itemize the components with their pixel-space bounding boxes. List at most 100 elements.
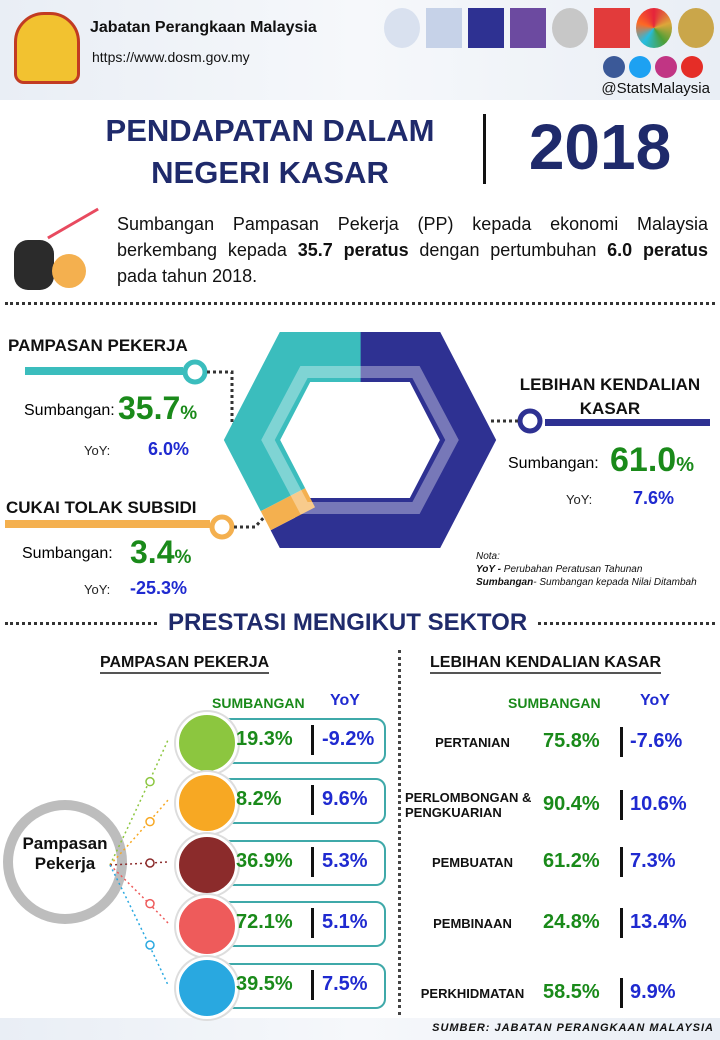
share-number: 3.4 (130, 534, 175, 570)
value-divider (620, 727, 623, 757)
yoy-value: -25.3% (130, 578, 188, 598)
column-divider (398, 650, 401, 1015)
main-title: PENDAPATAN DALAM NEGERI KASAR (105, 113, 435, 190)
sector-yoy: 9.9% (630, 981, 676, 1003)
value-divider (620, 908, 623, 938)
coin (52, 254, 86, 288)
gdp-label: KDNK PADA HARGA SEMASA (312, 404, 408, 433)
column-header: SUMBANGAN (508, 695, 601, 711)
title-divider (483, 114, 486, 184)
logo-icon (510, 8, 546, 48)
logo-icon (678, 8, 714, 48)
sector-share: 75.8% (543, 730, 600, 752)
gdp-value: RM1,446.9b (307, 452, 413, 473)
ring-segment (223, 332, 497, 548)
component-bar (25, 367, 183, 375)
share-unit: % (174, 547, 192, 568)
yoy-value: 6.0% (148, 439, 190, 459)
component-name: CUKAI TOLAK SUBSIDI (6, 498, 197, 517)
yoy-caption: YoY: (84, 443, 111, 458)
sector-yoy: 10.6% (630, 793, 687, 815)
intro-icon (14, 207, 106, 292)
value-divider (311, 970, 314, 1000)
sector-icon (176, 712, 238, 774)
gdp-ring (223, 332, 497, 548)
social-handle: @StatsMalaysia (601, 80, 710, 97)
sector-icon (176, 772, 238, 834)
column-title: PAMPASAN PEKERJA (100, 654, 270, 674)
sector-share: 61.2% (543, 850, 600, 872)
sector-share: 58.5% (543, 981, 600, 1003)
ring-center (282, 385, 438, 495)
logo-icon (384, 8, 420, 48)
value-divider (620, 847, 623, 877)
share-caption: Sumbangan: (508, 455, 599, 472)
sector-name: PEMBINAAN (433, 915, 512, 931)
note-term: YoY - (476, 564, 502, 575)
sector-icon (176, 834, 238, 896)
sector-icon (176, 895, 238, 957)
connector (234, 511, 270, 529)
sector-yoy: 5.1% (322, 911, 368, 933)
value-divider (311, 725, 314, 755)
value-divider (311, 785, 314, 815)
sector-yoy: 9.6% (322, 788, 368, 810)
sector-name: PEMBUATAN (431, 854, 514, 870)
connector-dot (182, 359, 208, 385)
intro-highlight: 6.0 peratus (607, 240, 708, 260)
sector-share: 72.1% (236, 911, 293, 933)
column-header: YoY (640, 692, 670, 709)
share-number: 61.0 (610, 441, 677, 479)
separator (5, 302, 715, 305)
share-unit: % (676, 454, 694, 476)
intro-highlight: 35.7 peratus (297, 240, 409, 260)
logo (14, 12, 80, 84)
note-desc: - Sumbangan kepada Nilai Ditambah (533, 577, 697, 588)
component-name: PAMPASAN PEKERJA (8, 336, 188, 355)
intro-part: Sumbangan Pampasan Pekerja (PP) kepada e… (117, 214, 708, 260)
instagram-icon (655, 56, 677, 78)
sector-yoy: 7.5% (322, 973, 368, 995)
share-number: 35.7 (118, 390, 181, 426)
sector-name: PERKHIDMATAN (420, 985, 525, 1001)
note-desc: Perubahan Peratusan Tahunan (503, 564, 643, 575)
section-title: PRESTASI MENGIKUT SEKTOR (160, 609, 536, 637)
ring-segment (223, 332, 497, 548)
hub-link-dot (145, 940, 155, 950)
hub-link-dot (145, 898, 155, 909)
sector-share: 19.3% (236, 728, 293, 750)
connector (207, 370, 248, 427)
money-bag (14, 240, 54, 290)
note-term: Sumbangan (476, 577, 534, 588)
hub-link-dot (145, 776, 155, 787)
value-divider (311, 908, 314, 938)
sector-yoy: -7.6% (630, 730, 683, 752)
hub (13, 810, 117, 914)
sector-share: 24.8% (543, 911, 600, 933)
facebook-icon (603, 56, 625, 78)
value-divider (620, 790, 623, 820)
share-value: 3.4% (130, 534, 191, 571)
share-value: 35.7% (118, 390, 197, 427)
hub-link-dot (145, 816, 155, 827)
social-icons (603, 56, 703, 78)
sector-name: PERLOMBONGAN & PENGKUARIAN (405, 790, 532, 820)
share-unit: % (180, 403, 198, 424)
twitter-icon (629, 56, 651, 78)
note-line: Sumbangan- Sumbangan kepada Nilai Ditamb… (476, 576, 697, 589)
note-line: YoY - Perubahan Peratusan Tahunan (476, 563, 697, 576)
column-header: SUMBANGAN (212, 695, 305, 711)
note: Nota: YoY - Perubahan Peratusan Tahunan … (476, 550, 697, 589)
logo-icon (594, 8, 630, 48)
ring-segment (223, 332, 497, 548)
org-name: Jabatan Perangkaan Malaysia (90, 19, 317, 36)
value-divider (620, 978, 623, 1008)
trend-arrow (47, 207, 99, 240)
sector-name: PERTANIAN (435, 734, 510, 750)
hub-label: Pampasan Pekerja (22, 834, 108, 873)
logo-icon (636, 8, 672, 48)
ring-highlight (261, 366, 459, 514)
intro-text: Sumbangan Pampasan Pekerja (PP) kepada e… (117, 211, 708, 289)
logo-icon (552, 8, 588, 48)
